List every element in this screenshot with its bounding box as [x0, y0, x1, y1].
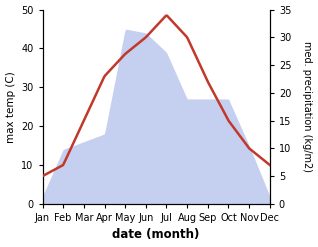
Y-axis label: med. precipitation (kg/m2): med. precipitation (kg/m2)	[302, 41, 313, 172]
Y-axis label: max temp (C): max temp (C)	[5, 71, 16, 143]
X-axis label: date (month): date (month)	[113, 228, 200, 242]
